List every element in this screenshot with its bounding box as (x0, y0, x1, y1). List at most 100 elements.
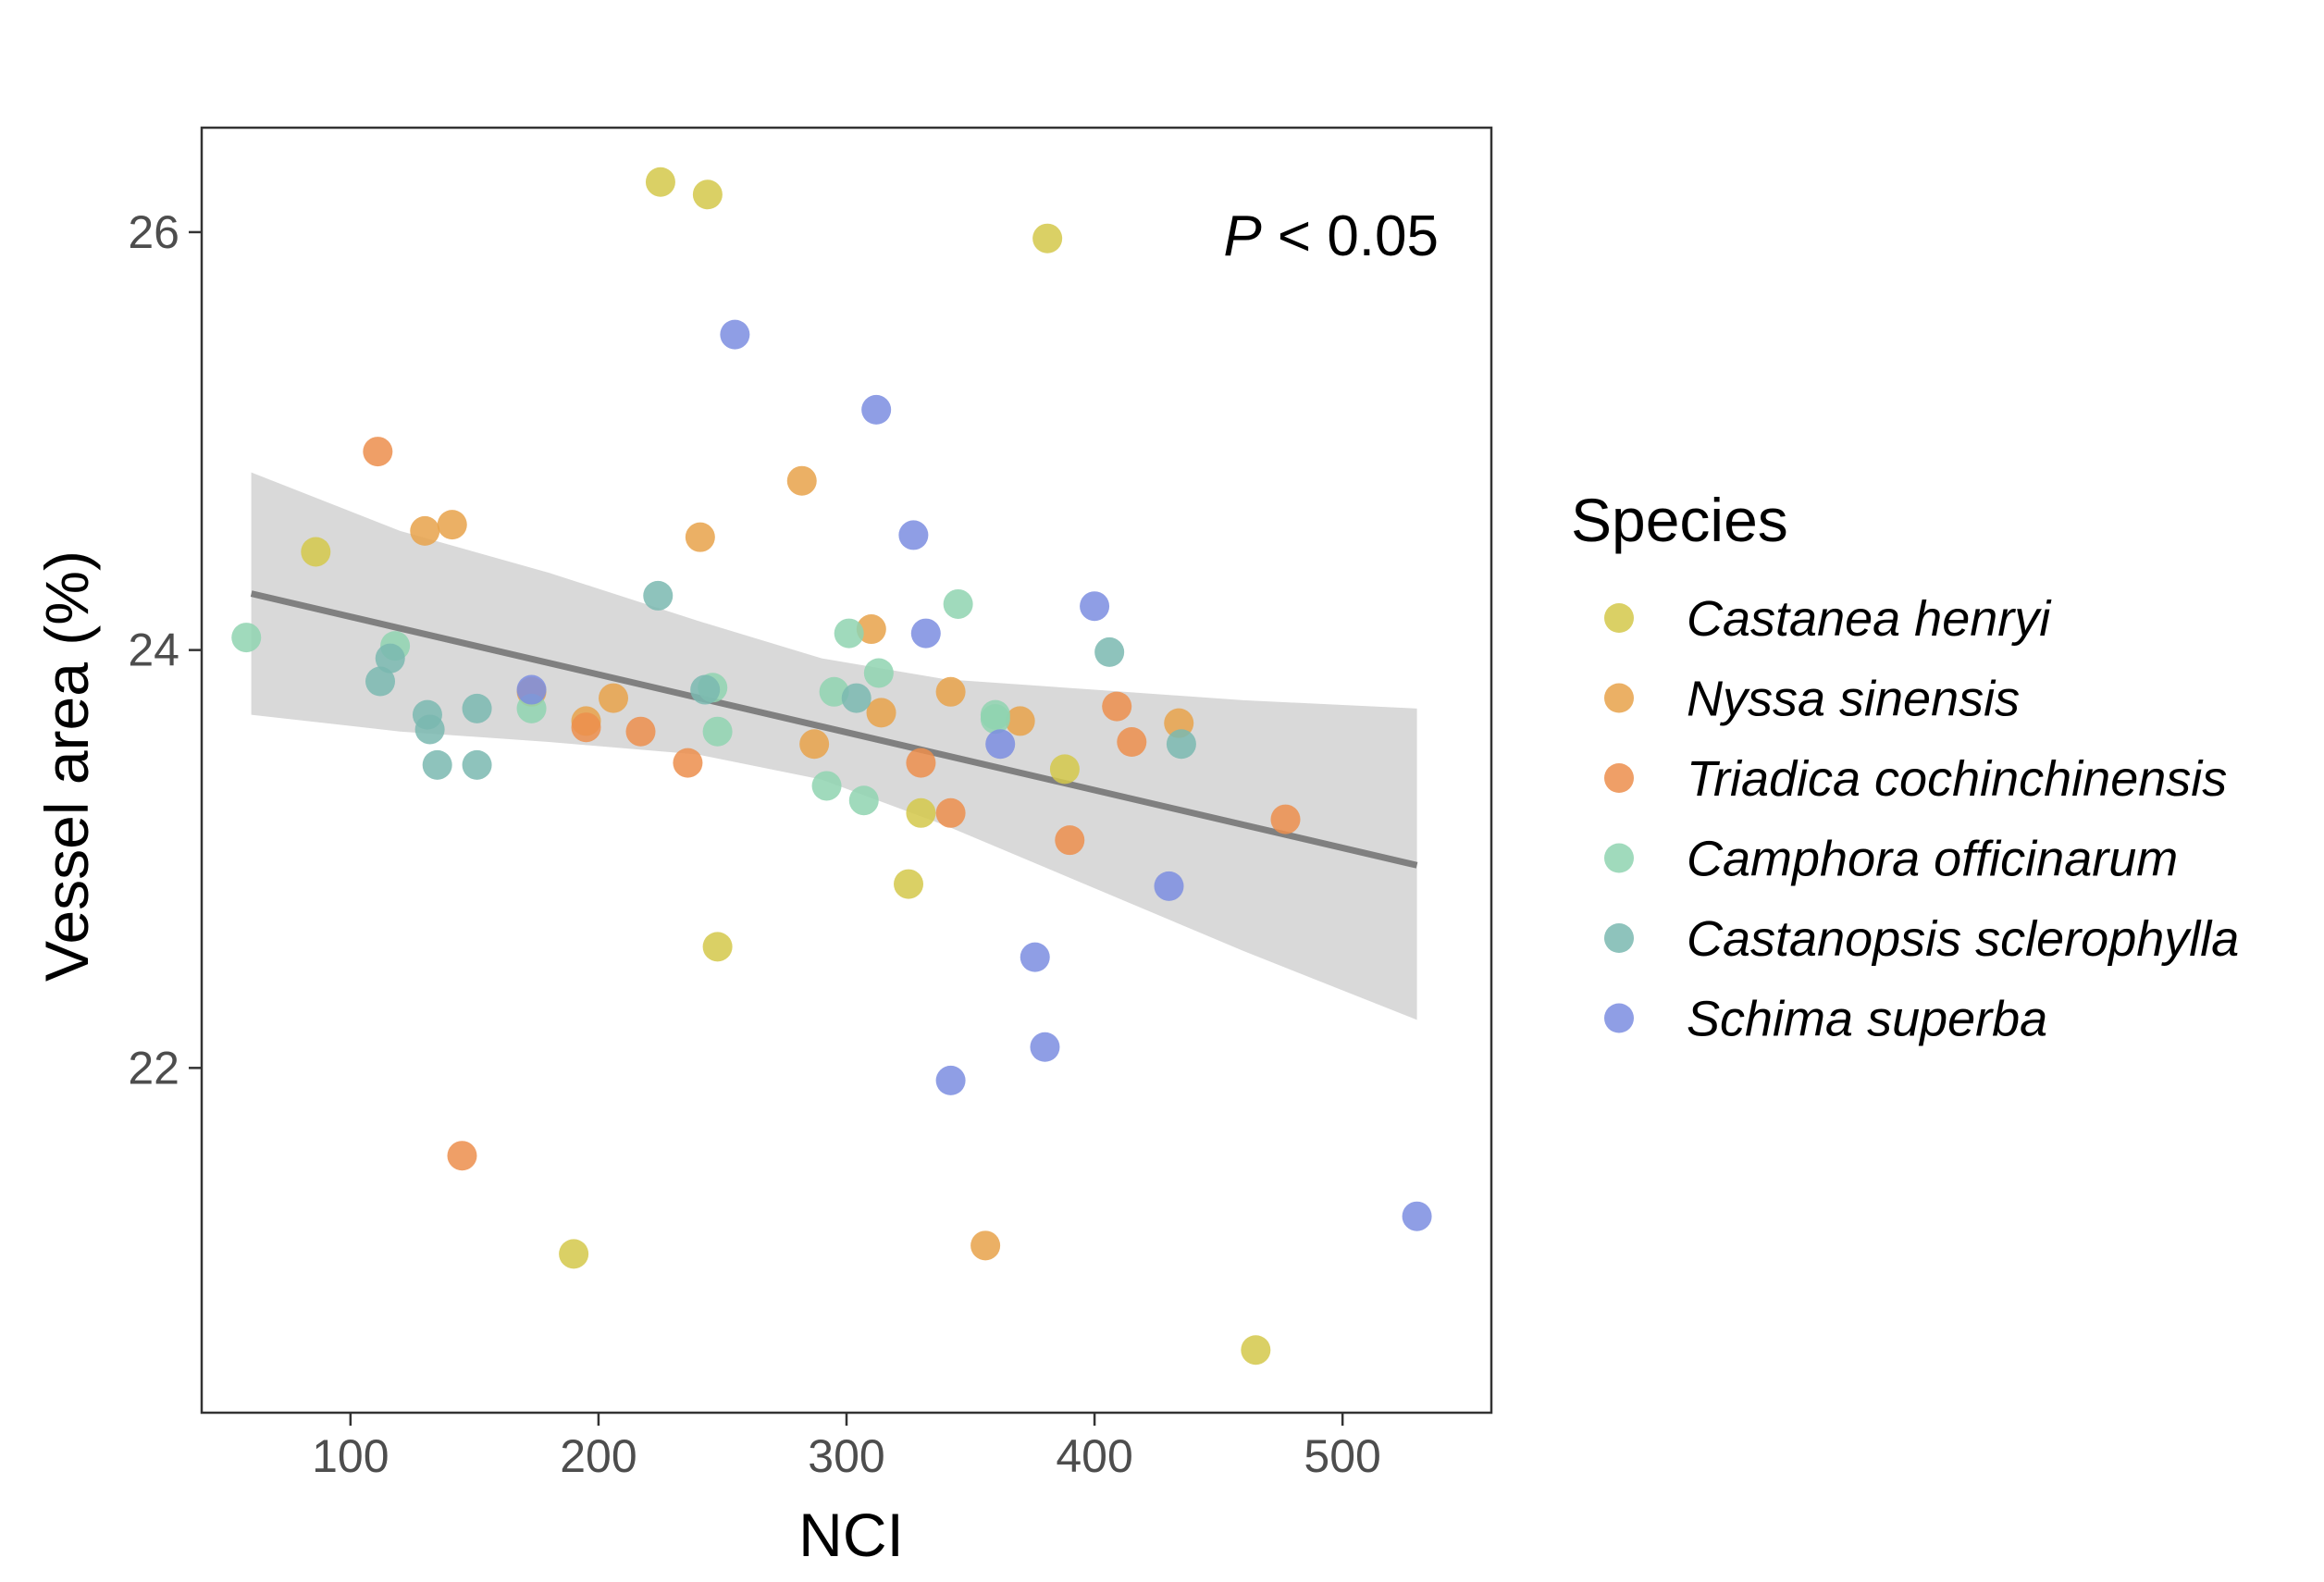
data-point (935, 797, 966, 828)
legend-swatch (1604, 683, 1634, 713)
data-point (943, 588, 973, 619)
x-axis-title: NCI (798, 1501, 904, 1569)
x-tick-label: 400 (1056, 1430, 1132, 1482)
legend: Species Castanea henryi Nyssa sinensis Tri… (1571, 486, 2239, 1047)
data-point (1241, 1335, 1271, 1366)
data-point (1270, 804, 1301, 834)
data-point (516, 674, 547, 705)
x-tick-label: 500 (1304, 1430, 1380, 1482)
data-point (462, 749, 492, 780)
p-value-annotation: P < 0.05 (1223, 204, 1439, 268)
data-point-layer (231, 167, 1432, 1366)
data-point (910, 618, 941, 649)
data-point (645, 167, 675, 197)
data-point (673, 748, 703, 778)
data-point (1030, 1032, 1060, 1062)
data-point (702, 716, 733, 747)
data-point (1117, 727, 1147, 758)
data-point (685, 522, 715, 552)
legend-swatch (1604, 1003, 1634, 1033)
legend-item: Nyssa sinensis (1604, 672, 2020, 727)
data-point (799, 729, 830, 760)
data-point (863, 658, 894, 688)
data-point (1094, 637, 1125, 667)
axis-layer: 100 200 300 400 500 22 24 26 (128, 206, 1380, 1482)
series-triadica-cochinchinensis (363, 437, 1301, 1171)
data-point (301, 537, 331, 567)
p-value-threshold: < 0.05 (1262, 204, 1439, 268)
series-schima-superba (516, 319, 1432, 1231)
legend-label: Nyssa sinensis (1687, 672, 2020, 727)
data-point (625, 716, 656, 747)
data-point (1032, 223, 1063, 253)
data-point (692, 179, 723, 210)
trend-line-layer (250, 590, 1418, 869)
legend-item: Castanea henryi (1604, 591, 2052, 647)
x-tick-label: 300 (808, 1430, 884, 1482)
data-point (690, 674, 721, 705)
confidence-band (251, 472, 1417, 1020)
y-tick-label: 22 (128, 1042, 179, 1094)
data-point (437, 510, 467, 540)
data-point (856, 614, 886, 645)
data-point (866, 698, 896, 728)
legend-items: Castanea henryi Nyssa sinensis Triadica co… (1604, 591, 2239, 1047)
x-tick-label: 200 (560, 1430, 637, 1482)
data-point (1020, 942, 1050, 972)
data-point (462, 693, 492, 723)
data-point (841, 683, 872, 713)
data-point (980, 704, 1010, 735)
series-castanea-henryi (301, 167, 1271, 1366)
data-point (571, 712, 601, 743)
data-point (375, 643, 405, 674)
legend-item: Camphora officinarum (1604, 832, 2178, 887)
data-point (898, 520, 929, 550)
legend-label: Triadica cochinchinensis (1687, 751, 2227, 807)
legend-item: Schima superba (1604, 992, 2047, 1047)
legend-swatch (1604, 603, 1634, 633)
data-point (1080, 591, 1110, 622)
legend-item: Triadica cochinchinensis (1604, 751, 2227, 807)
data-point (834, 618, 864, 649)
data-point (1154, 871, 1184, 901)
data-point (559, 1239, 589, 1269)
data-point (363, 437, 393, 467)
data-point (1005, 706, 1035, 736)
legend-label: Schima superba (1687, 992, 2047, 1047)
confidence-band-layer (251, 472, 1417, 1020)
data-point (422, 749, 452, 780)
data-point (935, 1065, 966, 1095)
data-point (599, 683, 629, 713)
data-point (985, 729, 1016, 760)
y-axis-title: Vessel area (%) (32, 550, 101, 982)
x-tick-label: 100 (312, 1430, 389, 1482)
legend-swatch (1604, 843, 1634, 873)
data-point (1049, 754, 1080, 785)
p-value-symbol: P (1223, 204, 1261, 268)
data-point (1166, 729, 1196, 760)
y-tick-label: 26 (128, 206, 179, 258)
series-nyssa-sinensis (410, 465, 1194, 1261)
series-castanopsis-sclerophylla (365, 580, 1196, 780)
data-point (447, 1141, 477, 1171)
legend-label: Castanea henryi (1687, 591, 2052, 647)
data-point (1402, 1201, 1432, 1231)
data-point (861, 394, 892, 425)
data-point (643, 580, 674, 611)
legend-label: Camphora officinarum (1687, 832, 2178, 887)
data-point (410, 515, 440, 546)
legend-title: Species (1571, 486, 1788, 554)
data-point (906, 797, 936, 828)
data-point (935, 676, 966, 707)
legend-item: Castanopsis sclerophylla (1604, 911, 2239, 967)
y-tick-label: 24 (128, 624, 179, 676)
series-camphora-officinarum (231, 588, 1010, 816)
data-point (720, 319, 750, 350)
data-point (702, 932, 733, 962)
data-point (231, 623, 262, 653)
trend-line (250, 590, 1418, 869)
data-point (1055, 825, 1085, 856)
data-point (811, 771, 842, 801)
data-point (906, 748, 936, 778)
